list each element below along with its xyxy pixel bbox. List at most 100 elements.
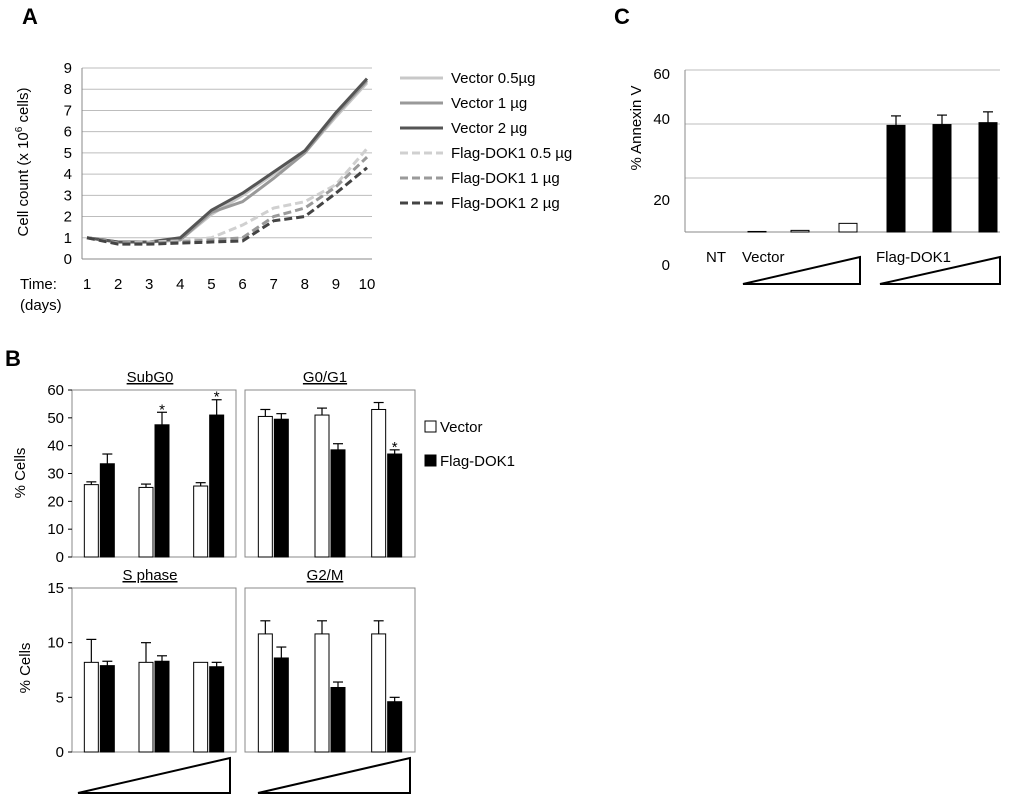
- y-tick-label: 20: [653, 192, 670, 209]
- bar: [747, 230, 767, 233]
- legend-swatch-flag-dok1: [424, 454, 437, 467]
- subplot-frame: [244, 389, 416, 558]
- legend-label: Vector 0.5µg: [451, 70, 536, 87]
- significance-star: *: [392, 439, 398, 456]
- subplot-title: S phase: [122, 567, 177, 584]
- series-line: [86, 81, 369, 244]
- y-tick-label: 60: [47, 382, 64, 399]
- legend-label: Vector 1 µg: [451, 95, 527, 112]
- group-label: NT: [706, 249, 726, 266]
- y-tick-label: 4: [64, 166, 72, 183]
- legend-label: Flag-DOK1 0.5 µg: [451, 145, 572, 162]
- panel-b-bar-charts: % Cells % Cells SubG00102030405060**G0/G…: [12, 369, 515, 794]
- y-tick-label: 30: [47, 466, 64, 483]
- y-tick-label: 1: [64, 230, 72, 247]
- x-tick-label: 5: [207, 276, 215, 293]
- bar-flag-dok1: [154, 424, 170, 558]
- bar-flag-dok1: [273, 657, 289, 753]
- subplot-title: SubG0: [127, 369, 174, 386]
- x-tick-label: 1: [83, 276, 91, 293]
- bar: [886, 124, 906, 233]
- y-tick-label: 10: [47, 635, 64, 652]
- legend-label: Vector: [440, 419, 483, 436]
- y-tick-label: 5: [64, 145, 72, 162]
- legend-swatch-vector: [424, 420, 437, 433]
- bar-flag-dok1: [387, 453, 403, 558]
- panel-b-ylabel-bottom: % Cells: [17, 643, 34, 694]
- dose-triangle: [879, 255, 1001, 285]
- series-line: [86, 147, 369, 245]
- bar-vector: [193, 485, 209, 558]
- panel-label-c: C: [614, 4, 630, 29]
- subplot-frame: [244, 587, 416, 753]
- x-tick-label: 3: [145, 276, 153, 293]
- bar: [932, 124, 952, 233]
- y-tick-label: 20: [47, 493, 64, 510]
- group-label: Flag-DOK1: [876, 249, 951, 266]
- y-tick-label: 2: [64, 209, 72, 226]
- x-tick-label: 6: [238, 276, 246, 293]
- legend-label: Flag-DOK1 2 µg: [451, 195, 560, 212]
- series-line: [86, 166, 368, 246]
- subplot-title: G2/M: [307, 567, 344, 584]
- panel-a-xlabel-units: (days): [20, 297, 62, 314]
- significance-star: *: [214, 389, 220, 406]
- panel-label-a: A: [22, 4, 38, 29]
- panel-a-line-chart: Time: (days) Cell count (x 106 cells) 01…: [14, 60, 572, 314]
- x-tick-label: 4: [176, 276, 184, 293]
- legend-label: Flag-DOK1 1 µg: [451, 170, 560, 187]
- series-line: [86, 77, 369, 244]
- significance-star: *: [159, 401, 165, 418]
- x-tick-label: 9: [332, 276, 340, 293]
- bar: [978, 122, 998, 233]
- bar-flag-dok1: [154, 660, 170, 753]
- panel-a-xlabel: Time:: [20, 276, 57, 293]
- y-tick-label: 5: [56, 689, 64, 706]
- x-tick-label: 2: [114, 276, 122, 293]
- bar-vector: [83, 661, 99, 753]
- panel-b-ylabel-top: % Cells: [12, 448, 29, 499]
- bar-vector: [83, 484, 99, 558]
- bar-vector: [257, 415, 273, 558]
- panel-a-ylabel: Cell count (x 106 cells): [14, 88, 32, 237]
- y-tick-label: 15: [47, 580, 64, 597]
- y-tick-label: 40: [653, 111, 670, 128]
- dose-triangle: [77, 756, 231, 794]
- bar-vector: [371, 408, 387, 558]
- y-tick-label: 50: [47, 410, 64, 427]
- bar-flag-dok1: [99, 463, 115, 558]
- y-tick-label: 10: [47, 521, 64, 538]
- bar-flag-dok1: [330, 449, 346, 558]
- y-tick-label: 3: [64, 187, 72, 204]
- dose-triangle: [257, 756, 411, 794]
- subplot-frame: [71, 587, 237, 753]
- legend-label: Flag-DOK1: [440, 453, 515, 470]
- y-tick-label: 60: [653, 66, 670, 83]
- bar: [838, 222, 858, 233]
- y-tick-label: 0: [56, 744, 64, 761]
- bar-flag-dok1: [99, 665, 115, 753]
- bar-vector: [193, 661, 209, 753]
- bar-vector: [138, 486, 154, 558]
- bar-flag-dok1: [330, 686, 346, 753]
- x-tick-label: 8: [301, 276, 309, 293]
- y-tick-label: 7: [64, 102, 72, 119]
- bar-flag-dok1: [209, 414, 225, 558]
- bar-flag-dok1: [387, 701, 403, 753]
- bar: [790, 229, 810, 233]
- bar-flag-dok1: [273, 418, 289, 558]
- y-tick-label: 6: [64, 124, 72, 141]
- x-tick-label: 10: [359, 276, 376, 293]
- legend-label: Vector 2 µg: [451, 120, 527, 137]
- y-tick-label: 40: [47, 438, 64, 455]
- series-line: [86, 79, 369, 244]
- dose-triangle: [742, 255, 861, 285]
- y-tick-label: 0: [56, 549, 64, 566]
- series-line: [86, 156, 369, 245]
- panel-label-b: B: [5, 346, 21, 371]
- y-tick-label: 8: [64, 81, 72, 98]
- panel-c-bar-chart: % Annexin V 0 20 40 60 NT Vector Flag-DOK1: [628, 66, 1001, 285]
- bar-vector: [314, 633, 330, 753]
- bar-vector: [257, 633, 273, 753]
